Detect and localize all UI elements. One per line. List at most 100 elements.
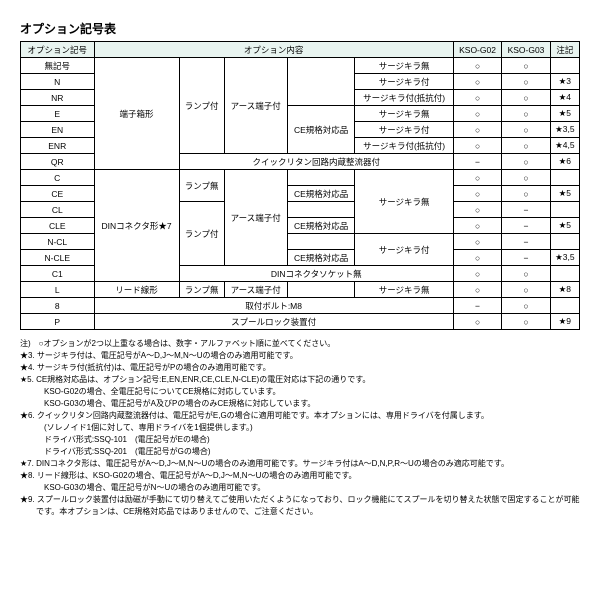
cell: サージキラ無 [355,170,453,234]
cell: ○ [453,282,501,298]
cell: CLE [21,218,95,234]
cell: サージキラ付 [355,234,453,266]
cell: ○ [453,266,501,282]
cell: ★4 [550,90,579,106]
cell: DINコネクタ形★7 [94,170,179,282]
cell: ○ [502,170,550,186]
cell: N-CLE [21,250,95,266]
note-line: ★9. スプールロック装置付は励磁が手動にて切り替えてご使用いただくようになって… [20,494,580,518]
cell: L [21,282,95,298]
note-line: ドライバ形式:SSQ-201 (電圧記号がGの場合) [20,446,580,458]
cell: ○ [502,298,550,314]
cell: 端子箱形 [94,58,179,170]
cell: EN [21,122,95,138]
cell: NR [21,90,95,106]
cell: ○ [453,218,501,234]
cell: ランプ付 [179,58,224,154]
cell: ○ [453,74,501,90]
cell: P [21,314,95,330]
cell: ○ [453,106,501,122]
cell: ★4,5 [550,138,579,154]
cell: サージキラ付(抵抗付) [355,138,453,154]
cell: ○ [502,186,550,202]
cell: ★5 [550,218,579,234]
cell: ★5 [550,186,579,202]
cell: − [453,154,501,170]
th-g03: KSO-G03 [502,42,550,58]
cell: − [502,234,550,250]
cell: ランプ無 [179,170,224,202]
cell: ○ [453,250,501,266]
cell [550,170,579,186]
cell: ○ [453,234,501,250]
th-notes: 注記 [550,42,579,58]
cell: ○ [502,122,550,138]
cell: C1 [21,266,95,282]
cell: − [502,218,550,234]
cell: ★3 [550,74,579,90]
cell: CL [21,202,95,218]
th-content: オプション内容 [94,42,453,58]
cell: サージキラ付 [355,122,453,138]
cell [550,266,579,282]
cell: クイックリタン回路内蔵整流器付 [179,154,453,170]
th-g02: KSO-G02 [453,42,501,58]
cell: CE [21,186,95,202]
cell: QR [21,154,95,170]
cell: アース端子付 [224,170,287,266]
cell: ○ [453,314,501,330]
cell: ○ [502,74,550,90]
cell: サージキラ無 [355,58,453,74]
note-line: 注) ○オプションが2つ以上重なる場合は、数字・アルファベット順に並べてください… [20,338,580,350]
cell: ○ [502,138,550,154]
cell: ○ [502,154,550,170]
cell: ○ [453,138,501,154]
cell: ○ [502,106,550,122]
note-line: ★4. サージキラ付(抵抗付)は、電圧記号がPの場合のみ適用可能です。 [20,362,580,374]
cell: ○ [502,58,550,74]
cell: CE規格対応品 [287,106,355,154]
cell: CE規格対応品 [287,250,355,266]
note-line: ★3. サージキラ付は、電圧記号がA～D,J～M,N～Uの場合のみ適用可能です。 [20,350,580,362]
cell [550,298,579,314]
cell: E [21,106,95,122]
cell: ★3,5 [550,250,579,266]
cell: ★9 [550,314,579,330]
cell: ○ [453,122,501,138]
cell: ★6 [550,154,579,170]
cell: 8 [21,298,95,314]
cell: N [21,74,95,90]
cell [550,234,579,250]
cell: アース端子付 [224,58,287,154]
cell: CE規格対応品 [287,218,355,234]
cell: DINコネクタソケット無 [179,266,453,282]
cell: ○ [453,202,501,218]
note-line: ★6. クイックリタン回路内蔵整流器付は、電圧記号がE,Gの場合に適用可能です。… [20,410,580,422]
notes-section: 注) ○オプションが2つ以上重なる場合は、数字・アルファベット順に並べてください… [20,338,580,518]
cell: サージキラ付(抵抗付) [355,90,453,106]
cell: ○ [453,58,501,74]
note-line: KSO-G02の場合、全電圧記号についてCE規格に対応しています。 [20,386,580,398]
cell: 無記号 [21,58,95,74]
note-line: KSO-G03の場合、電圧記号がA及びPの場合のみCE規格に対応しています。 [20,398,580,410]
option-table: オプション記号 オプション内容 KSO-G02 KSO-G03 注記 無記号端子… [20,41,580,330]
cell: 取付ボルト:M8 [94,298,453,314]
cell: リード線形 [94,282,179,298]
note-line: (ソレノイド1個に対して、専用ドライバを1個提供します。) [20,422,580,434]
cell: サージキラ無 [355,282,453,298]
cell: ○ [502,90,550,106]
cell: ランプ無 [179,282,224,298]
cell: ○ [453,170,501,186]
cell: ランプ付 [179,202,224,266]
note-line: ★7. DINコネクタ形は、電圧記号がA～D,J～M,N～Uの場合のみ適用可能で… [20,458,580,470]
cell: ★3,5 [550,122,579,138]
cell [550,58,579,74]
cell: ○ [502,282,550,298]
cell: ENR [21,138,95,154]
cell: − [502,250,550,266]
cell: CE規格対応品 [287,186,355,202]
th-code: オプション記号 [21,42,95,58]
cell: ○ [453,90,501,106]
cell: − [502,202,550,218]
page-title: オプション記号表 [20,20,580,37]
